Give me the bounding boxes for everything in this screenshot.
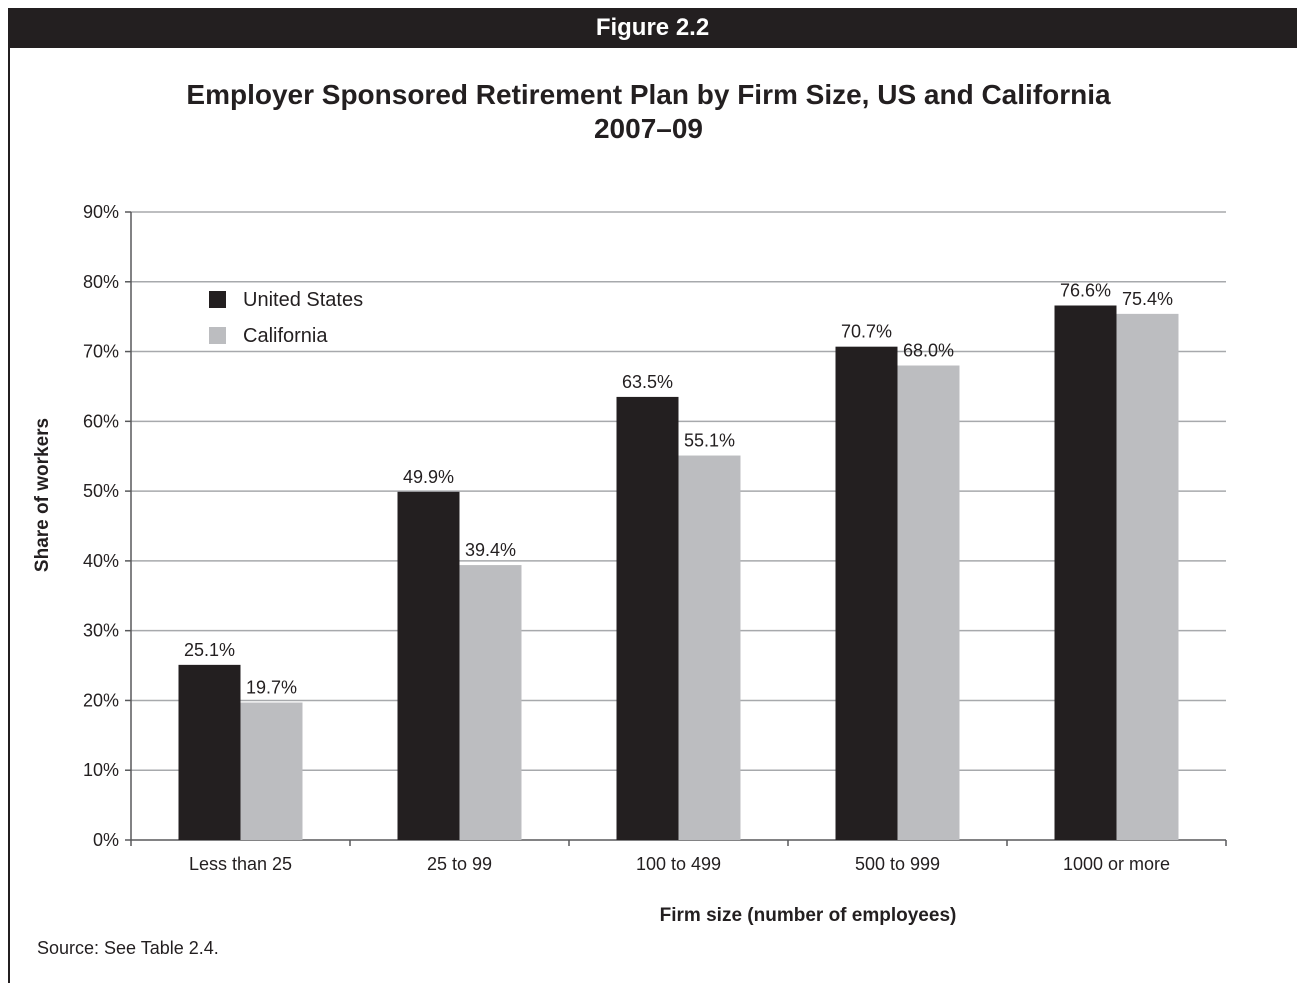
legend: United States California [209,289,363,347]
data-label: 76.6% [1060,281,1111,301]
x-tick-label: 100 to 499 [636,854,721,874]
bars [178,305,1179,841]
y-tick-label: 20% [83,690,119,710]
y-tick-label: 80% [83,272,119,292]
figure-frame [8,8,1297,983]
data-label: 39.4% [465,540,516,560]
data-label: 19.7% [246,678,297,698]
legend-swatch [209,327,226,344]
bar-united-states [178,664,241,840]
legend-swatch [209,291,226,308]
figure-label: Figure 2.2 [8,8,1297,48]
data-label: 70.7% [841,322,892,342]
data-label: 25.1% [184,640,235,660]
data-label: 49.9% [403,467,454,487]
legend-label: California [243,325,328,347]
x-axis-title: Firm size (number of employees) [660,905,957,926]
x-tick-label: 1000 or more [1063,854,1170,874]
x-tick-label: 25 to 99 [427,854,492,874]
y-tick-label: 40% [83,551,119,571]
y-tick-label: 90% [83,202,119,222]
bar-california [678,455,741,840]
bar-united-states [1054,305,1117,841]
chart-title-line2: 2007–09 [593,113,703,144]
y-tick-label: 50% [83,481,119,501]
data-label: 55.1% [684,431,735,451]
x-tick-label: Less than 25 [189,854,292,874]
y-tick-label: 0% [93,830,119,850]
y-axis-title: Share of workers [32,418,53,572]
source-note: Source: See Table 2.4. [37,938,219,958]
bar-california [459,565,522,840]
data-label: 68.0% [903,341,954,361]
data-label: 63.5% [622,372,673,392]
bar-united-states [835,346,898,840]
bar-california [1116,313,1179,840]
y-tick-label: 60% [83,411,119,431]
legend-label: United States [243,289,363,311]
y-tick-label: 70% [83,342,119,362]
data-label: 75.4% [1122,289,1173,309]
bar-united-states [397,491,460,840]
chart-title-line1: Employer Sponsored Retirement Plan by Fi… [186,79,1111,110]
bar-united-states [616,396,679,840]
y-tick-label: 30% [83,621,119,641]
chart-title: Employer Sponsored Retirement Plan by Fi… [0,78,1297,146]
bar-california [897,365,960,840]
x-tick-label: 500 to 999 [855,854,940,874]
data-labels: 25.1% 19.7% 49.9% 39.4% 63.5% 55.1% 70.7% 68.0%… [184,281,1173,698]
bar-california [240,702,303,840]
y-tick-label: 10% [83,760,119,780]
